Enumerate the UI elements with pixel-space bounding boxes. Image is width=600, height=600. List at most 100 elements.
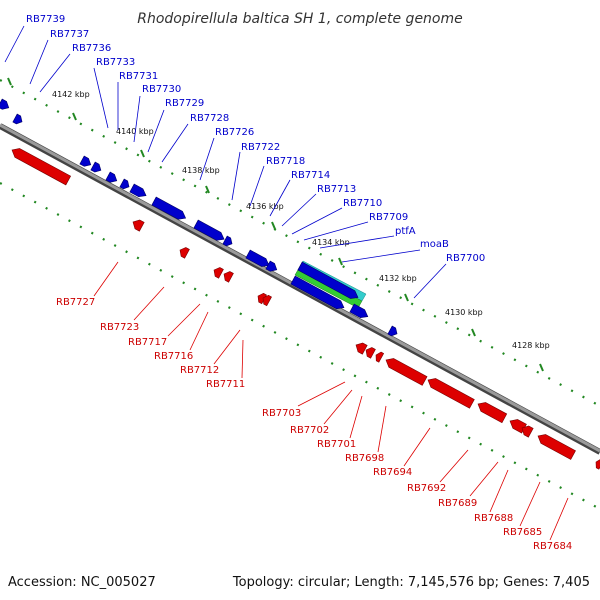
gene-label-bottom: RB7717 bbox=[128, 337, 167, 348]
accession-text: Accession: NC_005027 bbox=[8, 575, 156, 590]
leader-line-bottom bbox=[133, 286, 165, 321]
dotted-guides bbox=[0, 77, 600, 510]
leader-lines bbox=[4, 25, 569, 541]
bottom-gene-labels: RB7727 RB7723 RB7717 RB7716 RB7712 RB771… bbox=[56, 297, 572, 552]
gene-label-bottom: RB7723 bbox=[100, 322, 139, 333]
leader-line-bottom bbox=[403, 427, 431, 467]
leader-line-top bbox=[269, 179, 291, 217]
kbp-label-4132: 4132 kbp bbox=[379, 274, 417, 283]
forward-gene bbox=[297, 261, 359, 299]
gene-label-bottom: RB7698 bbox=[345, 453, 384, 464]
leader-line-top bbox=[281, 193, 317, 227]
reverse-gene bbox=[477, 402, 508, 424]
gene-label-bottom: RB7701 bbox=[317, 439, 356, 450]
leader-line-bottom bbox=[469, 461, 499, 497]
reverse-gene bbox=[537, 434, 576, 460]
leader-line-top bbox=[231, 151, 241, 201]
leader-line-bottom bbox=[189, 311, 209, 351]
gene-label-bottom: RB7716 bbox=[154, 351, 193, 362]
reverse-gene bbox=[355, 342, 368, 355]
forward-gene bbox=[193, 219, 225, 241]
gene-label-bottom: RB7689 bbox=[438, 498, 477, 509]
leader-line-top bbox=[39, 53, 71, 93]
gene-label-bottom: RB7688 bbox=[474, 513, 513, 524]
kbp-labels: 4142 kbp 4140 kbp 4138 kbp 4136 kbp 4134… bbox=[52, 90, 550, 350]
gene-label-top: RB7733 bbox=[96, 57, 135, 68]
gene-label-bottom: RB7702 bbox=[290, 425, 329, 436]
reverse-gene bbox=[521, 425, 534, 438]
reverse-gene bbox=[213, 267, 224, 279]
gene-label-bottom: RB7694 bbox=[373, 467, 412, 478]
leader-line-bottom bbox=[377, 405, 387, 453]
forward-gene bbox=[90, 161, 102, 173]
leader-line-top bbox=[29, 39, 49, 85]
gene-label-bottom: RB7711 bbox=[206, 379, 245, 390]
tick-mark bbox=[539, 363, 544, 372]
upper-tick-track bbox=[0, 79, 600, 407]
reverse-gene bbox=[427, 378, 475, 409]
tick-mark bbox=[471, 328, 476, 337]
tick-mark bbox=[404, 293, 409, 302]
gene-label-top: RB7736 bbox=[72, 43, 111, 54]
forward-gene bbox=[387, 325, 398, 337]
leader-line-top bbox=[133, 95, 141, 143]
genome-title: Rhodopirellula baltica SH 1, complete ge… bbox=[137, 11, 463, 27]
gene-label-top: RB7731 bbox=[119, 71, 158, 82]
forward-gene bbox=[265, 260, 278, 272]
leader-line-top bbox=[341, 249, 421, 263]
gene-label-top: RB7737 bbox=[50, 29, 89, 40]
gene-label-bottom: RB7684 bbox=[533, 541, 572, 552]
leader-line-top bbox=[319, 235, 395, 249]
gene-label-top: RB7729 bbox=[165, 98, 204, 109]
gene-label-top: moaB bbox=[420, 239, 449, 250]
gene-label-top: RB7718 bbox=[266, 156, 305, 167]
forward-gene bbox=[79, 155, 92, 167]
reverse-gene bbox=[262, 294, 272, 307]
leader-line-top bbox=[93, 67, 109, 129]
gene-label-bottom: RB7703 bbox=[262, 408, 301, 419]
kbp-label-4130: 4130 kbp bbox=[445, 308, 483, 317]
forward-gene bbox=[129, 183, 147, 198]
forward-gene bbox=[119, 178, 130, 190]
forward-gene bbox=[151, 196, 187, 220]
gene-label-top: RB7714 bbox=[291, 170, 330, 181]
forward-gene bbox=[105, 171, 118, 183]
leader-line-bottom bbox=[297, 381, 346, 407]
reverse-gene bbox=[179, 247, 190, 259]
forward-gene bbox=[349, 303, 369, 318]
leader-line-top bbox=[161, 123, 189, 163]
reverse-gene bbox=[375, 351, 385, 363]
leader-line-bottom bbox=[323, 389, 353, 425]
gene-label-top: RB7713 bbox=[317, 184, 356, 195]
leader-line-top bbox=[291, 207, 343, 235]
kbp-label-4138: 4138 kbp bbox=[182, 166, 220, 175]
gene-label-top: RB7739 bbox=[26, 14, 65, 25]
leader-line-bottom bbox=[349, 395, 363, 439]
leader-line-bottom bbox=[489, 469, 509, 513]
lower-tick-track bbox=[0, 182, 600, 510]
kbp-label-4128: 4128 kbp bbox=[512, 341, 550, 350]
kbp-label-4140: 4140 kbp bbox=[116, 127, 154, 136]
leader-line-bottom bbox=[519, 481, 541, 527]
leader-line-top bbox=[199, 137, 215, 181]
gene-label-top: RB7710 bbox=[343, 198, 382, 209]
top-gene-labels: RB7739 RB7737 RB7736 RB7733 RB7731 RB773… bbox=[26, 14, 485, 264]
forward-gene bbox=[222, 235, 233, 247]
leader-line-top bbox=[413, 263, 447, 299]
forward-gene bbox=[245, 249, 270, 267]
gene-label-top: ptfA bbox=[395, 226, 416, 237]
tick-mark bbox=[205, 185, 210, 194]
tick-mark bbox=[338, 257, 343, 266]
kbp-label-4134: 4134 kbp bbox=[312, 238, 350, 247]
leader-line-bottom bbox=[167, 303, 201, 337]
leader-line-bottom bbox=[439, 449, 469, 483]
gene-label-bottom: RB7712 bbox=[180, 365, 219, 376]
gene-label-top: RB7722 bbox=[241, 142, 280, 153]
topology-text: Topology: circular; Length: 7,145,576 bp… bbox=[232, 575, 590, 590]
leader-line-bottom bbox=[93, 261, 119, 297]
gene-label-bottom: RB7727 bbox=[56, 297, 95, 308]
reverse-gene bbox=[385, 358, 428, 386]
gene-label-top: RB7730 bbox=[142, 84, 181, 95]
reverse-gene bbox=[11, 148, 72, 186]
